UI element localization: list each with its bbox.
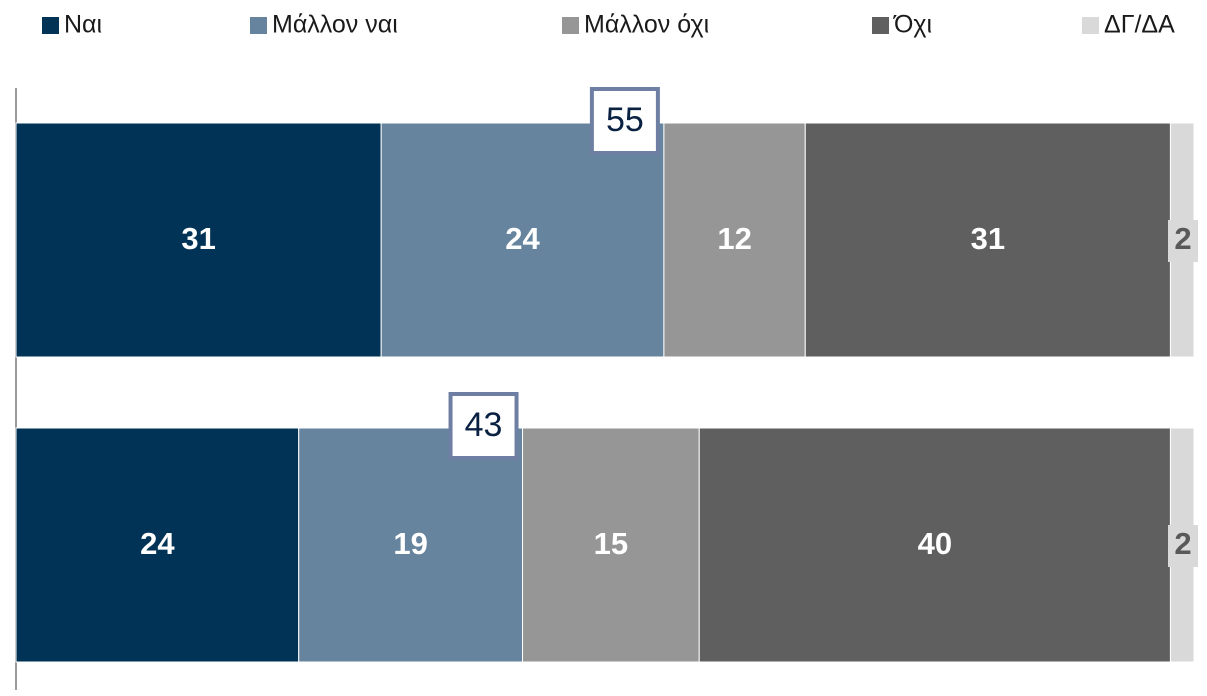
- total-box: [589, 87, 660, 155]
- total-label: 55: [606, 101, 644, 139]
- legend-label: Ναι: [64, 11, 102, 39]
- bar-segment: [15, 122, 382, 358]
- value-label: 40: [918, 526, 952, 561]
- value-label: 2: [1174, 526, 1191, 561]
- bar-segment: [298, 427, 524, 663]
- value-label: 24: [140, 526, 175, 561]
- legend-swatch: [250, 17, 267, 34]
- bar-segment: [522, 427, 700, 663]
- legend-label: Μάλλον όχι: [584, 11, 709, 39]
- bar-segment: [663, 122, 806, 358]
- total-box: [448, 392, 519, 460]
- value-label-box: [1168, 220, 1198, 262]
- legend-label: ΔΓ/ΔΑ: [1104, 11, 1175, 39]
- value-label: 15: [594, 526, 628, 561]
- value-label: 31: [971, 221, 1005, 256]
- value-label-box: [1168, 525, 1198, 567]
- legend-label: Όχι: [893, 11, 932, 39]
- value-label: 12: [717, 221, 751, 256]
- bar-segment: [15, 427, 300, 663]
- total-label: 43: [465, 406, 503, 444]
- bar-segment: [698, 427, 1171, 663]
- legend-swatch: [42, 17, 59, 34]
- value-label: 24: [505, 221, 540, 256]
- bar-segment: [804, 122, 1171, 358]
- value-label: 19: [393, 526, 427, 561]
- value-label: 2: [1174, 221, 1191, 256]
- bar-segment: [380, 122, 665, 358]
- value-label: 31: [181, 221, 215, 256]
- legend-label: Μάλλον ναι: [272, 11, 398, 39]
- legend-swatch: [562, 17, 579, 34]
- legend-swatch: [872, 17, 889, 34]
- legend-swatch: [1082, 17, 1099, 34]
